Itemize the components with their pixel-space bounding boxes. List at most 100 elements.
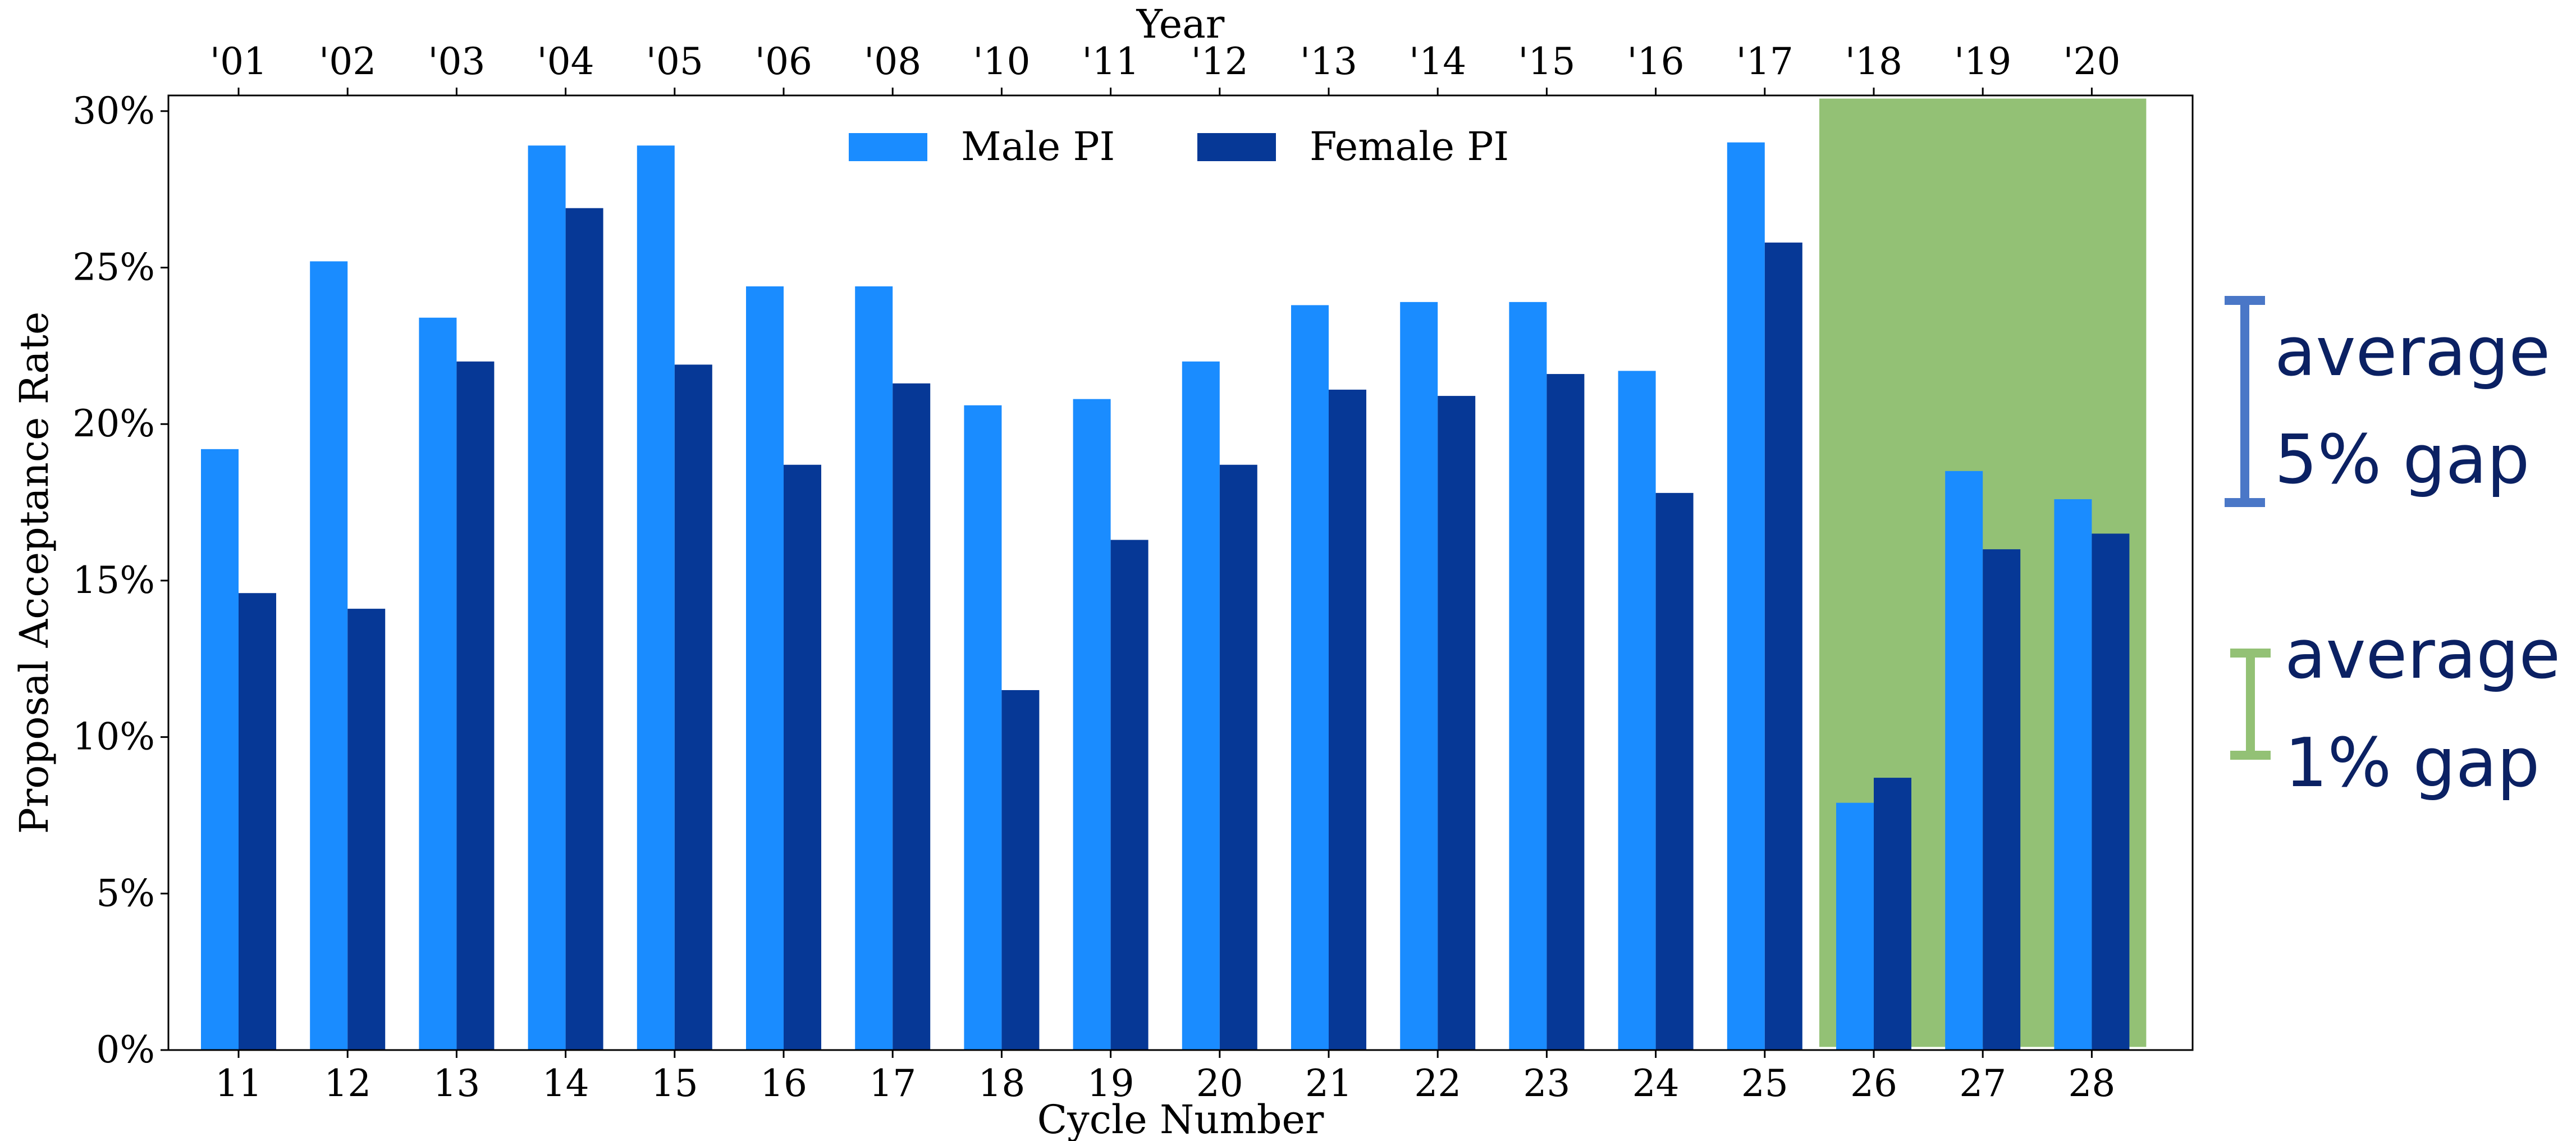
x-tick-label: 22 <box>1414 1062 1461 1105</box>
x-tick-label: 20 <box>1196 1062 1243 1105</box>
x-axis-top: '01 '02 '03 '04 '05 '06 '08 '10 '11 '12 '13 '14 '15 '… <box>210 40 2120 95</box>
x-axis-bottom: 11 12 13 14 15 16 17 18 19 20 21 22 23 24 25 26 27 28 <box>215 1050 2115 1105</box>
x2-tick-label: '13 <box>1300 40 1357 83</box>
bar-male-pi-11 <box>201 449 239 1050</box>
x-tick-label: 21 <box>1305 1062 1352 1105</box>
x-tick-label: 16 <box>760 1062 807 1105</box>
annotation-5pct-line2: 5% gap <box>2275 421 2529 499</box>
bar-male-pi-21 <box>1291 305 1329 1050</box>
x-tick-label: 19 <box>1087 1062 1134 1105</box>
bar-male-pi-20 <box>1182 361 1220 1050</box>
x2-tick-label: '10 <box>973 40 1030 83</box>
x2-tick-label: '05 <box>646 40 703 83</box>
x-tick-label: 18 <box>978 1062 1025 1105</box>
legend-label-male: Male PI <box>961 124 1115 170</box>
annotation-1pct-line2: 1% gap <box>2285 724 2540 802</box>
y-axis-title: Proposal Acceptance Rate <box>11 312 57 834</box>
x2-tick-label: '20 <box>2063 40 2120 83</box>
y-tick-label: 15% <box>72 559 155 602</box>
bar-female-pi-17 <box>893 383 931 1050</box>
bars-layer <box>201 142 2130 1051</box>
bar-female-pi-22 <box>1438 396 1476 1050</box>
x-tick-label: 17 <box>869 1062 916 1105</box>
bar-female-pi-14 <box>565 208 603 1050</box>
x-tick-label: 26 <box>1850 1062 1897 1105</box>
x2-tick-label: '12 <box>1191 40 1248 83</box>
gap-bracket-icon-blue <box>2225 296 2265 507</box>
x-axis-title: Cycle Number <box>1037 1097 1324 1141</box>
y-tick-label: 25% <box>72 246 155 289</box>
y-tick-label: 0% <box>96 1028 155 1071</box>
annotation-5pct-line1: average <box>2275 313 2550 391</box>
bar-female-pi-26 <box>1874 778 1911 1050</box>
bar-male-pi-25 <box>1727 142 1765 1050</box>
annotation-1pct-line1: average <box>2285 616 2560 694</box>
bar-male-pi-26 <box>1836 802 1874 1050</box>
bar-female-pi-24 <box>1655 492 1694 1050</box>
annotation-1pct-gap: average 1% gap <box>2230 616 2560 802</box>
x2-tick-label: '01 <box>210 40 267 83</box>
x-tick-label: 28 <box>2068 1062 2115 1105</box>
bar-female-pi-12 <box>347 609 386 1050</box>
x2-tick-label: '19 <box>1954 40 2011 83</box>
bar-male-pi-17 <box>855 286 893 1050</box>
bar-male-pi-22 <box>1400 302 1438 1050</box>
bar-male-pi-12 <box>310 261 348 1050</box>
x2-tick-label: '04 <box>537 40 594 83</box>
x2-tick-label: '14 <box>1409 40 1466 83</box>
bar-female-pi-20 <box>1219 464 1257 1051</box>
bar-male-pi-28 <box>2054 499 2092 1050</box>
gap-bracket-icon-green <box>2230 649 2271 760</box>
bar-female-pi-25 <box>1764 242 1802 1050</box>
annotation-5pct-gap: average 5% gap <box>2225 296 2550 507</box>
bar-female-pi-11 <box>239 593 276 1050</box>
x2-tick-label: '02 <box>319 40 376 83</box>
bar-female-pi-27 <box>1983 549 2021 1050</box>
x2-tick-label: '16 <box>1627 40 1685 83</box>
legend: Male PI Female PI <box>849 124 1509 170</box>
bar-female-pi-19 <box>1110 540 1149 1050</box>
bar-female-pi-13 <box>456 361 495 1050</box>
bar-male-pi-23 <box>1509 302 1547 1050</box>
y-axis: 0% 5% 10% 15% 20% 25% 30% <box>72 89 168 1071</box>
bar-female-pi-18 <box>1001 690 1040 1050</box>
x2-tick-label: '11 <box>1082 40 1140 83</box>
x2-tick-label: '08 <box>864 40 921 83</box>
x2-tick-label: '06 <box>755 40 812 83</box>
bar-male-pi-15 <box>637 145 675 1051</box>
plot-frame <box>167 94 2194 1051</box>
x-tick-label: 15 <box>651 1062 698 1105</box>
bar-male-pi-18 <box>964 405 1002 1051</box>
legend-label-female: Female PI <box>1310 124 1509 170</box>
bar-female-pi-16 <box>784 464 821 1051</box>
x-tick-label: 27 <box>1959 1062 2006 1105</box>
x-tick-label: 11 <box>215 1062 262 1105</box>
x-tick-label: 25 <box>1741 1062 1788 1105</box>
x-tick-label: 23 <box>1523 1062 1570 1105</box>
x-tick-label: 12 <box>324 1062 371 1105</box>
bar-female-pi-15 <box>674 364 712 1050</box>
x2-tick-label: '18 <box>1845 40 1902 83</box>
x2-tick-label: '17 <box>1736 40 1793 83</box>
bar-female-pi-23 <box>1546 374 1585 1050</box>
bar-male-pi-19 <box>1073 399 1111 1050</box>
bar-male-pi-24 <box>1618 371 1656 1050</box>
x-tick-label: 14 <box>542 1062 589 1105</box>
bar-male-pi-13 <box>419 317 457 1050</box>
y-tick-label: 30% <box>72 89 155 133</box>
y-tick-label: 10% <box>72 715 155 759</box>
legend-swatch-male <box>849 133 927 161</box>
bar-male-pi-16 <box>746 286 784 1050</box>
x-tick-label: 24 <box>1632 1062 1680 1105</box>
bar-male-pi-27 <box>1945 471 1983 1050</box>
x2-tick-label: '03 <box>428 40 485 83</box>
top-axis-title: Year <box>1136 1 1225 47</box>
x2-tick-label: '15 <box>1518 40 1575 83</box>
legend-swatch-female <box>1197 133 1276 161</box>
bar-female-pi-28 <box>2092 533 2130 1050</box>
y-tick-label: 20% <box>72 402 155 445</box>
y-tick-label: 5% <box>96 871 155 915</box>
bar-female-pi-21 <box>1329 389 1366 1050</box>
